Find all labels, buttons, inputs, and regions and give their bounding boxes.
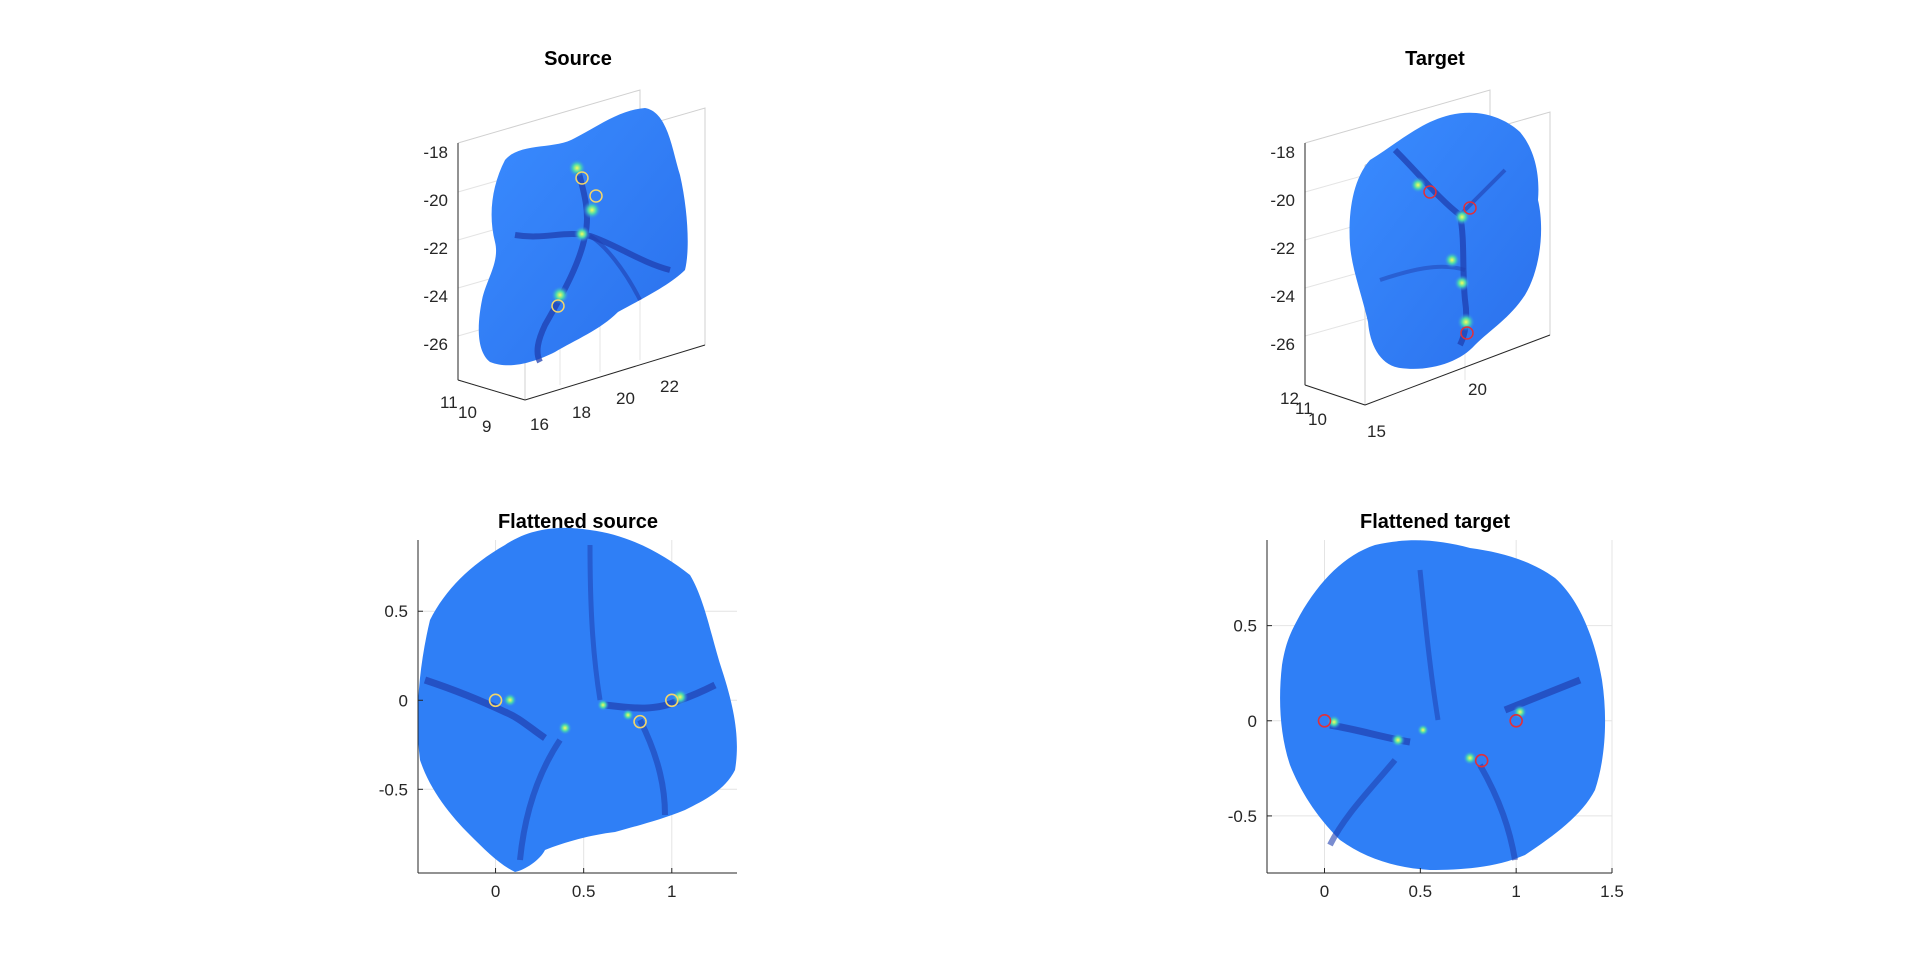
flattened-source-title: Flattened source — [498, 511, 658, 533]
target-y-tick: 11 — [1295, 399, 1313, 418]
source-z-tick: -26 — [423, 335, 448, 354]
flattened-target-surface — [1280, 540, 1606, 870]
flattened-target-y-tick: 0.5 — [1233, 617, 1257, 636]
source-y-tick: 9 — [482, 417, 491, 436]
flattened-source-landmark — [488, 693, 503, 708]
flattened-target-x-tick: 0 — [1320, 882, 1329, 901]
target-z-tick: -20 — [1270, 191, 1295, 210]
flattened-source-x-tick: 0 — [491, 882, 500, 901]
flattened-target-landmark — [1317, 713, 1332, 728]
target-surface — [1349, 112, 1542, 369]
source-title: Source — [544, 48, 612, 70]
flattened-source-y-tick: -0.5 — [379, 780, 408, 799]
source-z-tick: -24 — [423, 287, 448, 306]
flattened-target-y-tick: 0 — [1248, 712, 1257, 731]
flattened-source-axes: Flattened source 0 0.5 1 0.5 0 -0.5 — [379, 511, 737, 901]
source-y-tick: 10 — [458, 403, 477, 422]
flattened-target-x-tick: 0.5 — [1409, 882, 1433, 901]
source-x-tick: 20 — [616, 389, 635, 408]
source-x-tick: 18 — [572, 403, 591, 422]
flattened-source-y-tick: 0.5 — [384, 602, 408, 621]
flattened-target-landmark — [1474, 753, 1489, 768]
source-y-tick: 11 — [440, 393, 458, 412]
source-x-tick: 16 — [530, 415, 549, 434]
flattened-target-landmark — [1509, 713, 1523, 728]
source-x-tick: 22 — [660, 377, 679, 396]
target-z-tick: -22 — [1270, 239, 1295, 258]
flattened-source-x-tick: 1 — [667, 882, 676, 901]
flattened-source-landmark — [633, 714, 647, 729]
flattened-target-axes: Flattened target 0 0.5 1 1.5 0.5 0 -0.5 — [1228, 511, 1624, 901]
flattened-source-landmark — [664, 693, 679, 708]
target-z-tick: -26 — [1270, 335, 1295, 354]
target-z-tick: -24 — [1270, 287, 1295, 306]
flattened-source-x-tick: 0.5 — [572, 882, 596, 901]
target-y-tick: 12 — [1280, 389, 1299, 408]
target-x-tick: 20 — [1468, 380, 1487, 399]
target-3d-axes: Target -18 -20 -22 -24 -26 12 11 10 15 2 — [1270, 48, 1551, 441]
flattened-source-y-tick: 0 — [399, 691, 408, 710]
source-z-tick: -22 — [423, 239, 448, 258]
flattened-target-x-tick: 1.5 — [1600, 882, 1624, 901]
target-title: Target — [1405, 48, 1465, 70]
flattened-target-y-tick: -0.5 — [1228, 807, 1257, 826]
flattened-source-surface — [417, 527, 737, 872]
flattened-target-title: Flattened target — [1360, 511, 1510, 533]
target-y-tick: 10 — [1308, 410, 1327, 429]
target-x-tick: 15 — [1367, 422, 1386, 441]
source-z-tick: -20 — [423, 191, 448, 210]
source-z-tick: -18 — [423, 143, 448, 162]
target-z-tick: -18 — [1270, 143, 1295, 162]
flattened-target-x-tick: 1 — [1511, 882, 1520, 901]
source-3d-axes: Source -18 -20 -22 -24 -2 — [423, 48, 706, 436]
